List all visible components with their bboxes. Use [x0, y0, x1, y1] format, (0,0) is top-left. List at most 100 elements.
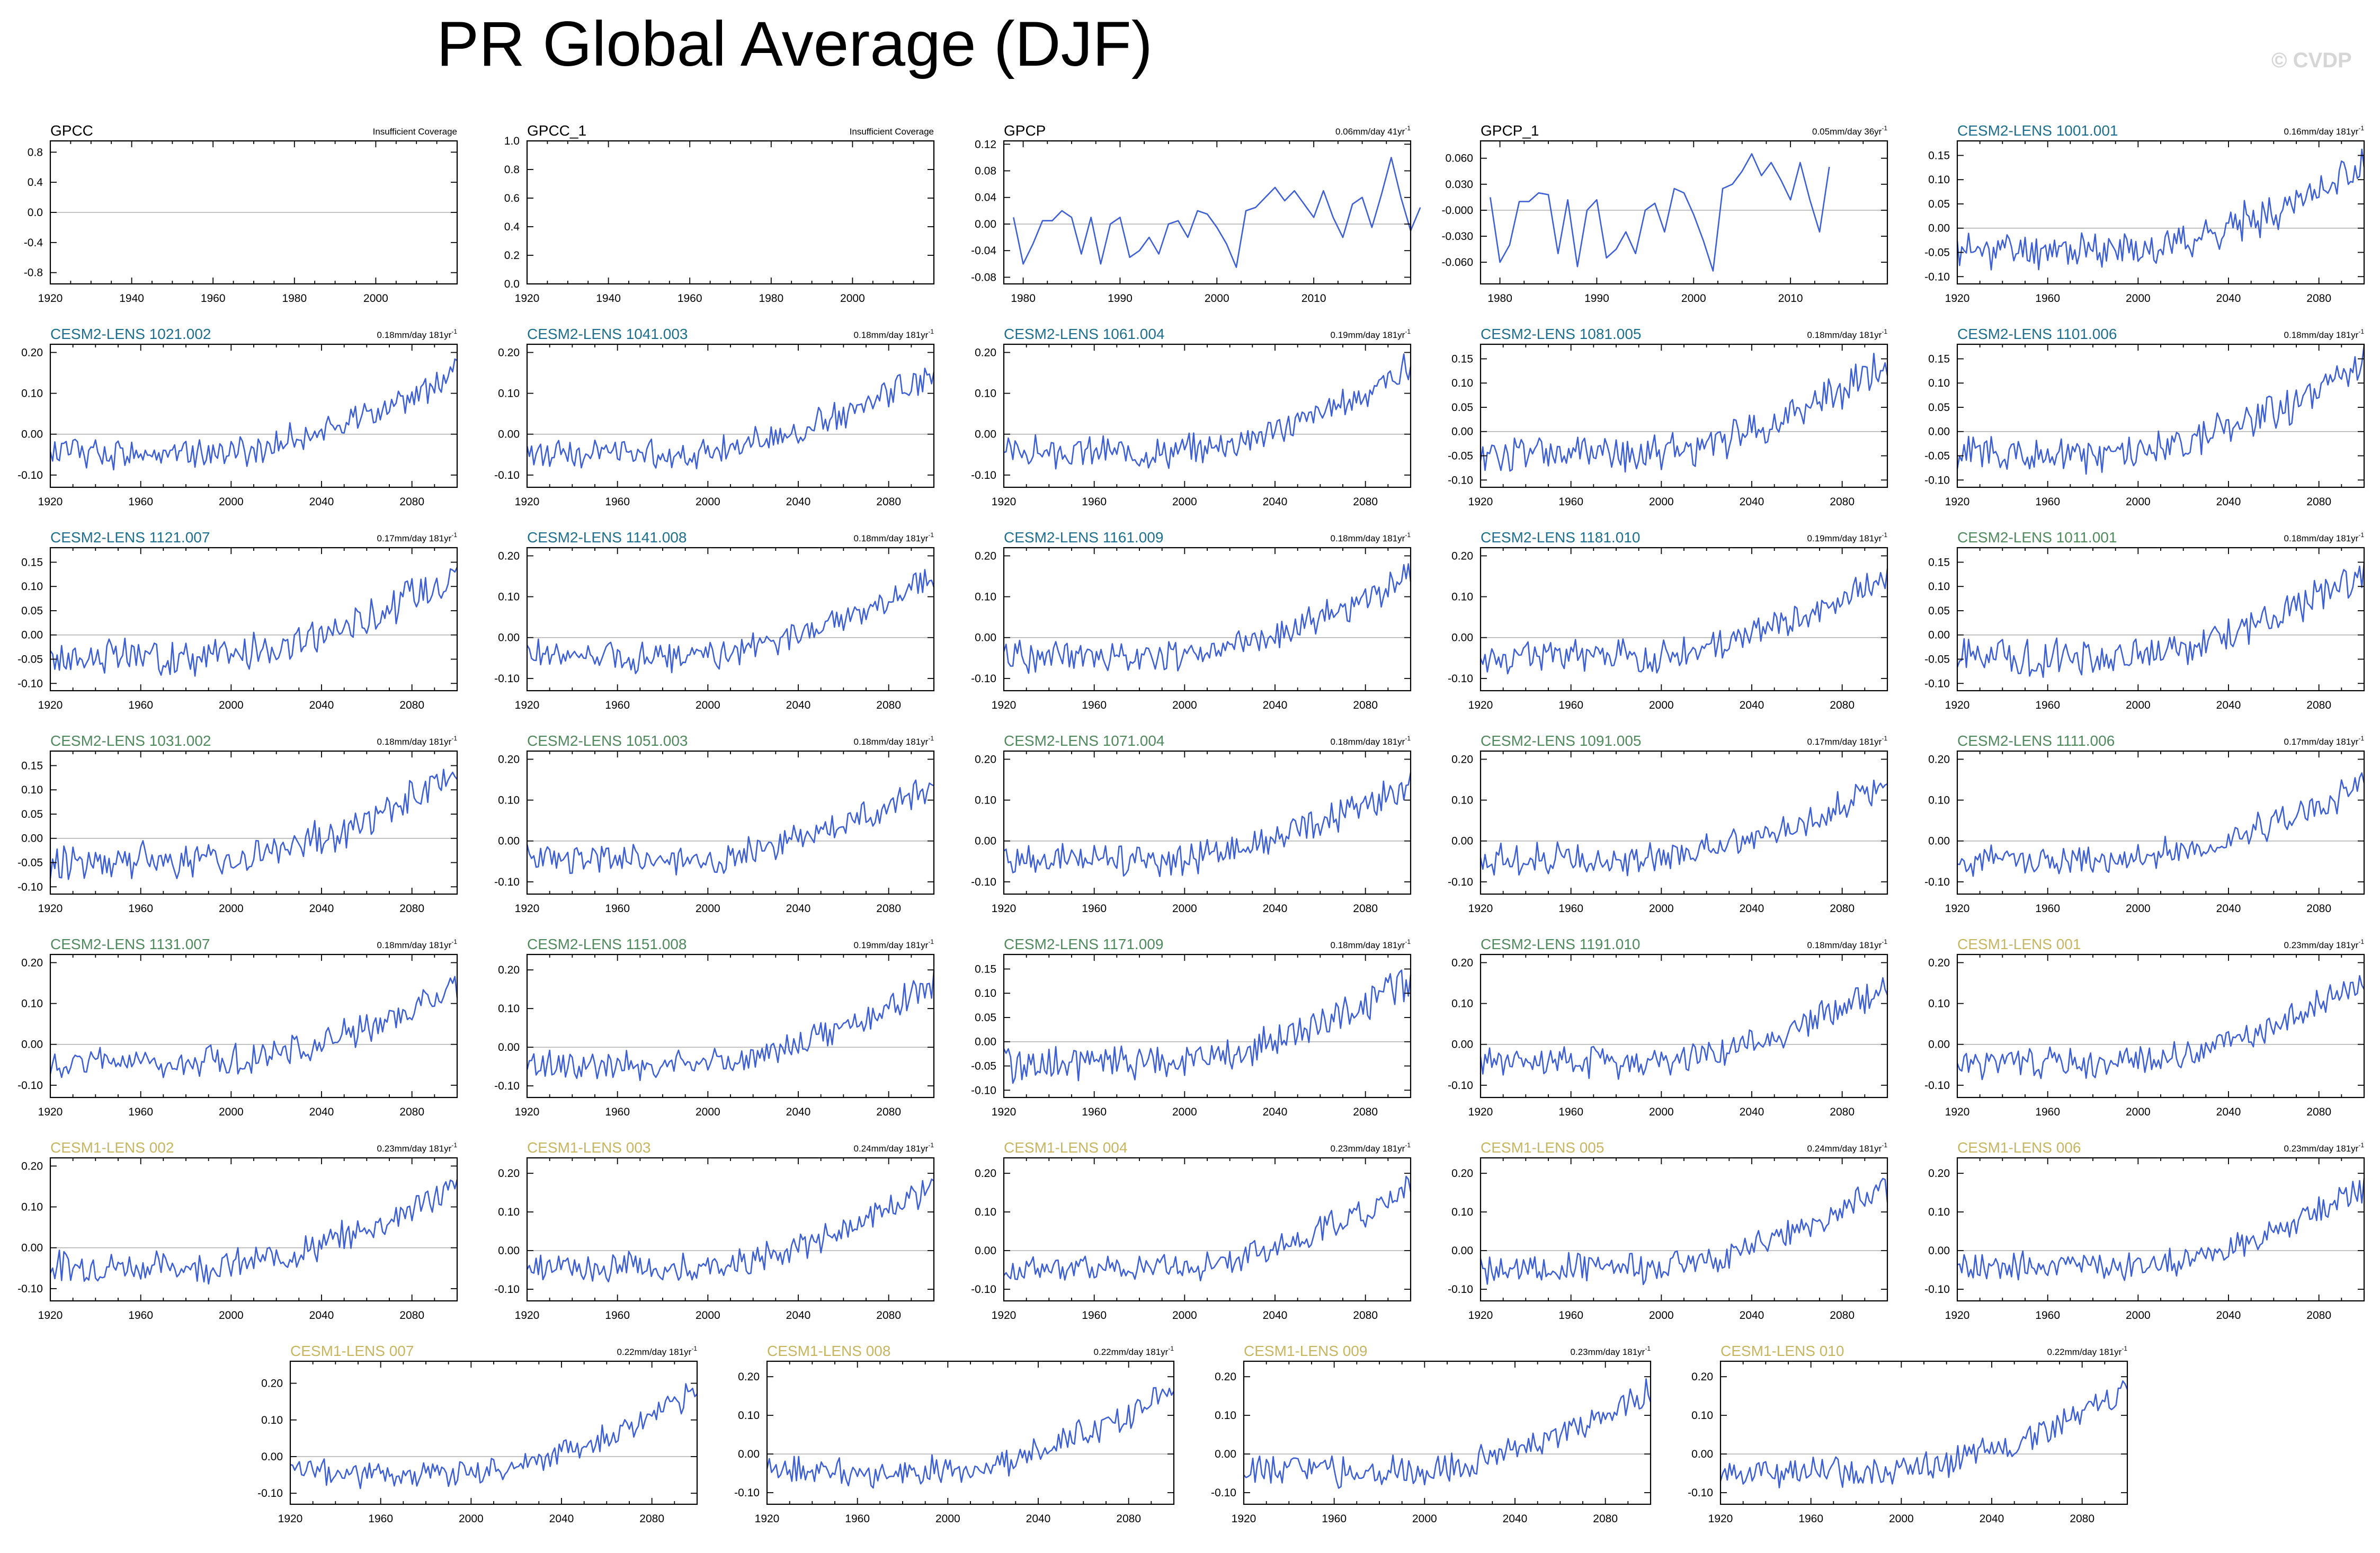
- x-tick-label: 2080: [2306, 699, 2331, 711]
- trend-exponent: -1: [2122, 1345, 2127, 1352]
- y-tick-label: 0.00: [498, 1041, 520, 1054]
- x-tick-label: 2000: [1649, 903, 1674, 915]
- y-tick-label: 0.20: [498, 753, 520, 765]
- chart-panel-25: CESM1-LENS 001 0.23mm/day 181yr-1 1920 1960…: [1924, 936, 2365, 1118]
- y-tick-label: 0.00: [1451, 426, 1473, 438]
- plot-frame: [1479, 343, 1888, 488]
- y-tick-label: -0.05: [1924, 247, 1950, 259]
- x-tick-label: 2040: [2216, 1106, 2241, 1118]
- chart-panel-15: CESM2-LENS 1011.001 0.18mm/day 181yr-1 192…: [1924, 529, 2365, 711]
- panel-title: GPCC: [50, 122, 93, 139]
- y-tick-label: -0.10: [971, 1283, 996, 1296]
- x-tick-label: 2080: [2306, 496, 2331, 508]
- pr-timeseries-line: [526, 367, 935, 470]
- plot-frame: [49, 343, 458, 488]
- chart-panel-20: CESM2-LENS 1111.006 0.17mm/day 181yr-1 192…: [1924, 733, 2365, 915]
- y-tick-label: -0.10: [257, 1487, 283, 1500]
- pr-timeseries-line: [49, 976, 458, 1078]
- y-tick-label: -0.10: [17, 1283, 43, 1295]
- x-tick-label: 1920: [515, 1309, 540, 1322]
- y-tick-label: -0.10: [17, 1079, 43, 1092]
- y-tick-label: 0.05: [1451, 401, 1473, 414]
- x-tick-label: 1960: [2035, 903, 2060, 915]
- panel-trend-label: 0.05mm/day 36yr-1: [1812, 124, 1887, 137]
- y-tick-label: 0.20: [1215, 1371, 1236, 1383]
- y-tick-label: -0.10: [1924, 677, 1950, 690]
- y-tick-label: 0.10: [1928, 174, 1950, 186]
- x-tick-label: 1920: [992, 1309, 1017, 1322]
- y-tick-label: -0.000: [1441, 204, 1473, 217]
- x-tick-label: 1920: [1945, 1309, 1970, 1322]
- chart-panel-33: CESM1-LENS 009 0.23mm/day 181yr-1 1920 1960…: [1211, 1343, 1652, 1525]
- trend-exponent: -1: [1882, 1141, 1887, 1149]
- x-tick-label: 1920: [278, 1513, 303, 1525]
- chart-panel-5: CESM2-LENS 1001.001 0.16mm/day 181yr-1 192…: [1924, 122, 2365, 305]
- pr-timeseries-line: [1956, 975, 2365, 1081]
- trend-exponent: -1: [1168, 1345, 1174, 1352]
- y-tick-label: 0.15: [1928, 556, 1950, 568]
- y-tick-label: 0.20: [1928, 957, 1950, 969]
- x-tick-label: 2040: [2216, 1309, 2241, 1322]
- x-tick-label: 1960: [1082, 1106, 1107, 1118]
- chart-panel-26: CESM1-LENS 002 0.23mm/day 181yr-1 1920 1960…: [17, 1139, 458, 1322]
- panel-title: CESM2-LENS 1031.002: [50, 733, 211, 749]
- y-tick-label: 0.20: [1451, 753, 1473, 765]
- y-tick-label: 0.20: [21, 957, 43, 969]
- pr-timeseries-line: [290, 1383, 698, 1489]
- x-tick-label: 2000: [696, 903, 720, 915]
- trend-exponent: -1: [2358, 938, 2364, 945]
- x-tick-label: 2040: [1740, 1309, 1764, 1322]
- x-tick-label: 2040: [786, 699, 811, 711]
- y-tick-label: -0.10: [494, 673, 520, 685]
- cvdp-watermark: © CVDP: [2271, 49, 2352, 72]
- y-tick-label: 0.15: [1928, 149, 1950, 162]
- y-tick-label: 0.10: [1451, 591, 1473, 603]
- x-tick-label: 2010: [1778, 292, 1803, 305]
- y-tick-label: 0.10: [1928, 377, 1950, 389]
- panel-trend-label: 0.24mm/day 181yr-1: [854, 1141, 934, 1154]
- panel-trend-label: 0.23mm/day 181yr-1: [377, 1141, 458, 1154]
- x-tick-label: 1980: [1011, 292, 1036, 305]
- x-tick-label: 2080: [2306, 1106, 2331, 1118]
- trend-exponent: -1: [928, 328, 934, 335]
- y-tick-label: -0.10: [734, 1487, 760, 1499]
- panel-trend-label: 0.06mm/day 41yr-1: [1335, 124, 1411, 137]
- x-tick-label: 2040: [1740, 496, 1764, 508]
- x-tick-label: 2040: [1263, 1106, 1288, 1118]
- x-tick-label: 2080: [1353, 1106, 1378, 1118]
- x-tick-label: 2080: [876, 1106, 901, 1118]
- x-tick-label: 2000: [219, 1106, 244, 1118]
- chart-panel-34: CESM1-LENS 010 0.22mm/day 181yr-1 1920 1960…: [1688, 1343, 2128, 1525]
- y-tick-label: 0.2: [504, 249, 520, 262]
- y-tick-label: -0.030: [1441, 230, 1473, 243]
- y-tick-label: -0.10: [1924, 876, 1950, 888]
- x-tick-label: 1960: [605, 903, 630, 915]
- x-tick-label: 1920: [1945, 903, 1970, 915]
- y-tick-label: 0.10: [498, 1206, 520, 1218]
- x-tick-label: 1990: [1108, 292, 1133, 305]
- y-tick-label: -0.10: [17, 677, 43, 690]
- panel-trend-label: 0.18mm/day 181yr-1: [854, 531, 934, 543]
- x-tick-label: 2080: [2306, 292, 2331, 305]
- x-tick-label: 1920: [992, 903, 1017, 915]
- x-tick-label: 1960: [605, 699, 630, 711]
- x-tick-label: 2000: [219, 903, 244, 915]
- x-tick-label: 2080: [399, 1309, 424, 1322]
- pr-timeseries-line: [49, 567, 458, 677]
- y-tick-label: -0.10: [1924, 1079, 1950, 1092]
- pr-timeseries-line: [1479, 1177, 1888, 1286]
- y-tick-label: 0.05: [1928, 401, 1950, 414]
- x-tick-label: 2000: [1649, 496, 1674, 508]
- x-tick-label: 2040: [309, 699, 334, 711]
- y-tick-label: -0.10: [1924, 271, 1950, 283]
- plot-frame: [1479, 953, 1888, 1099]
- panel-title: CESM2-LENS 1191.010: [1481, 936, 1640, 952]
- x-tick-label: 1960: [1082, 1309, 1107, 1322]
- x-tick-label: 2080: [399, 903, 424, 915]
- y-tick-label: 0.00: [1928, 222, 1950, 235]
- panel-title: CESM2-LENS 1101.006: [1957, 326, 2117, 342]
- x-tick-label: 2040: [1503, 1513, 1528, 1525]
- x-tick-label: 2000: [696, 699, 720, 711]
- x-tick-label: 2040: [549, 1513, 574, 1525]
- chart-panel-21: CESM2-LENS 1131.007 0.18mm/day 181yr-1 192…: [17, 936, 458, 1118]
